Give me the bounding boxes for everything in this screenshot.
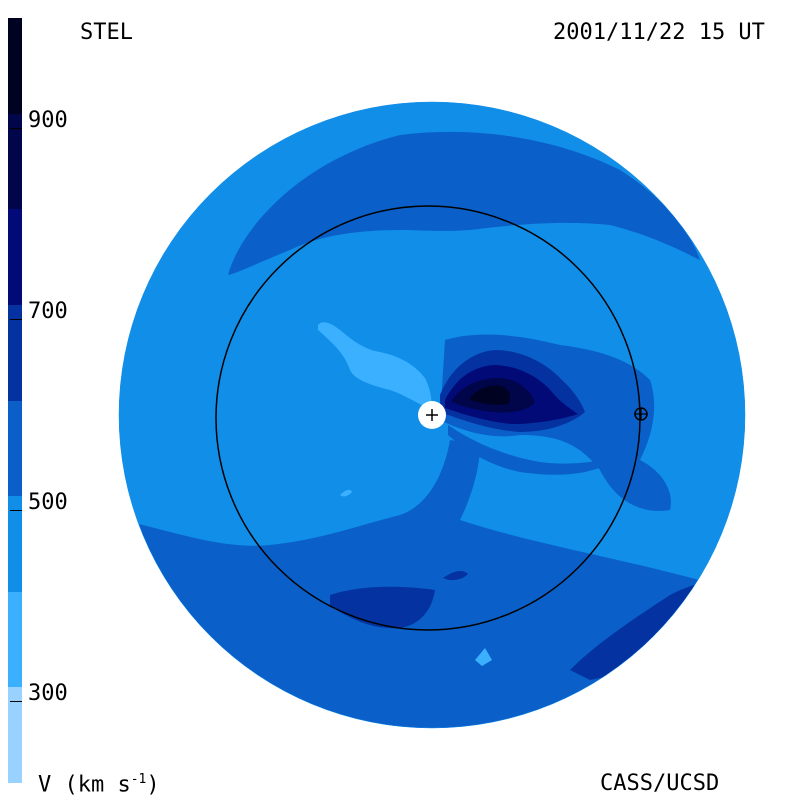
colorbar-band-400-500 bbox=[8, 496, 22, 592]
units-label-text: V (km s bbox=[38, 772, 131, 798]
colorbar-label-900: 900 bbox=[28, 107, 68, 133]
colorbar-band-900-1000 bbox=[8, 18, 22, 114]
band-500-600-center bbox=[448, 425, 620, 475]
disk-outline bbox=[118, 101, 746, 729]
colorbar-tick-700 bbox=[10, 318, 22, 320]
colorbar-band-200-300 bbox=[8, 687, 22, 783]
colorbar-label-700: 700 bbox=[28, 298, 68, 324]
velocity-colorbar bbox=[8, 18, 22, 783]
band-300-400-speck2 bbox=[475, 648, 492, 666]
colorbar-label-300: 300 bbox=[28, 681, 68, 707]
band-300-400 bbox=[318, 322, 432, 410]
colorbar-tick-900 bbox=[10, 127, 22, 129]
sun-marker bbox=[418, 401, 446, 429]
credit-label: CASS/UCSD bbox=[600, 771, 720, 796]
band-900-plus bbox=[470, 385, 510, 405]
colorbar-band-500-600 bbox=[8, 400, 22, 497]
observatory-label: STEL bbox=[80, 20, 133, 45]
units-exponent: -1 bbox=[130, 772, 147, 787]
band-300-400-speck bbox=[340, 489, 352, 497]
colorbar-tick-500 bbox=[10, 510, 22, 512]
units-label: V (km s-1) bbox=[38, 773, 160, 796]
band-600-700-small bbox=[443, 571, 468, 581]
colorbar-band-600-700 bbox=[8, 304, 22, 401]
colorbar-band-700-800 bbox=[8, 209, 22, 305]
colorbar-tick-300 bbox=[10, 701, 22, 703]
colorbar-band-800-900 bbox=[8, 113, 22, 210]
earth-orbit-circle bbox=[215, 205, 641, 631]
earth-marker bbox=[634, 407, 648, 421]
colorbar-band-300-400 bbox=[8, 591, 22, 688]
colorbar-label-500: 500 bbox=[28, 490, 68, 516]
units-label-close: ) bbox=[146, 772, 160, 798]
timestamp-label: 2001/11/22 15 UT bbox=[553, 20, 765, 45]
band-500-600-top bbox=[228, 131, 700, 275]
